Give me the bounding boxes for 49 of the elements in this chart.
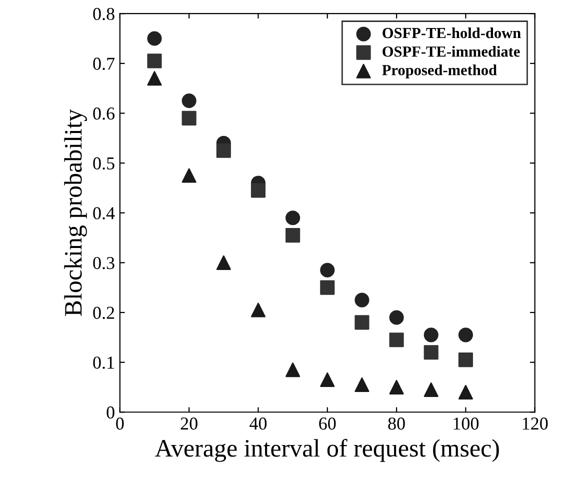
point bbox=[216, 255, 231, 270]
point bbox=[458, 384, 473, 400]
y-axis-title: Blocking probability bbox=[64, 109, 87, 316]
point bbox=[182, 110, 196, 126]
point bbox=[147, 54, 162, 68]
point bbox=[182, 168, 196, 183]
point bbox=[216, 143, 231, 158]
point bbox=[354, 292, 370, 308]
y-tick-label: 0.4 bbox=[93, 207, 115, 220]
y-tick-label: 0.7 bbox=[93, 58, 115, 70]
point bbox=[320, 372, 335, 388]
x-axis-title: Average interval of request (msec) bbox=[155, 438, 499, 462]
x-tick-label: 60 bbox=[319, 418, 336, 430]
point bbox=[424, 345, 438, 360]
x-tick-label: 80 bbox=[388, 418, 405, 430]
point bbox=[389, 310, 404, 325]
y-tick-label: 0 bbox=[106, 406, 114, 419]
y-tick-label: 0.5 bbox=[93, 157, 114, 170]
x-tick-label: 0 bbox=[116, 418, 124, 430]
point bbox=[250, 183, 266, 198]
x-tick-label: 40 bbox=[250, 418, 267, 430]
legend-label: OSPF-TE-immediate bbox=[382, 46, 520, 57]
point bbox=[250, 302, 266, 318]
x-tick-label: 100 bbox=[454, 418, 479, 430]
point bbox=[424, 328, 438, 342]
point bbox=[320, 280, 335, 295]
point bbox=[354, 377, 370, 392]
point bbox=[389, 380, 404, 395]
y-tick-label: 0.3 bbox=[93, 256, 114, 270]
x-tick-label: 20 bbox=[180, 418, 198, 430]
point bbox=[182, 94, 196, 108]
point bbox=[286, 228, 300, 243]
y-tick-label: 0.8 bbox=[93, 8, 114, 20]
point bbox=[458, 328, 473, 342]
point bbox=[424, 382, 438, 397]
y-tick-label: 0.6 bbox=[93, 107, 115, 120]
y-tick-label: 0.2 bbox=[93, 306, 114, 320]
legend-label: OSFP-TE-hold-down bbox=[382, 27, 521, 38]
point bbox=[147, 71, 162, 86]
y-tick-label: 0.1 bbox=[93, 356, 114, 369]
point bbox=[354, 315, 370, 330]
point bbox=[458, 352, 473, 368]
legend-label: Proposed-method bbox=[382, 64, 497, 78]
x-tick-label: 120 bbox=[522, 418, 548, 430]
point bbox=[286, 210, 300, 226]
point bbox=[286, 362, 300, 378]
point bbox=[320, 262, 335, 278]
point bbox=[389, 332, 404, 348]
point bbox=[147, 31, 162, 46]
